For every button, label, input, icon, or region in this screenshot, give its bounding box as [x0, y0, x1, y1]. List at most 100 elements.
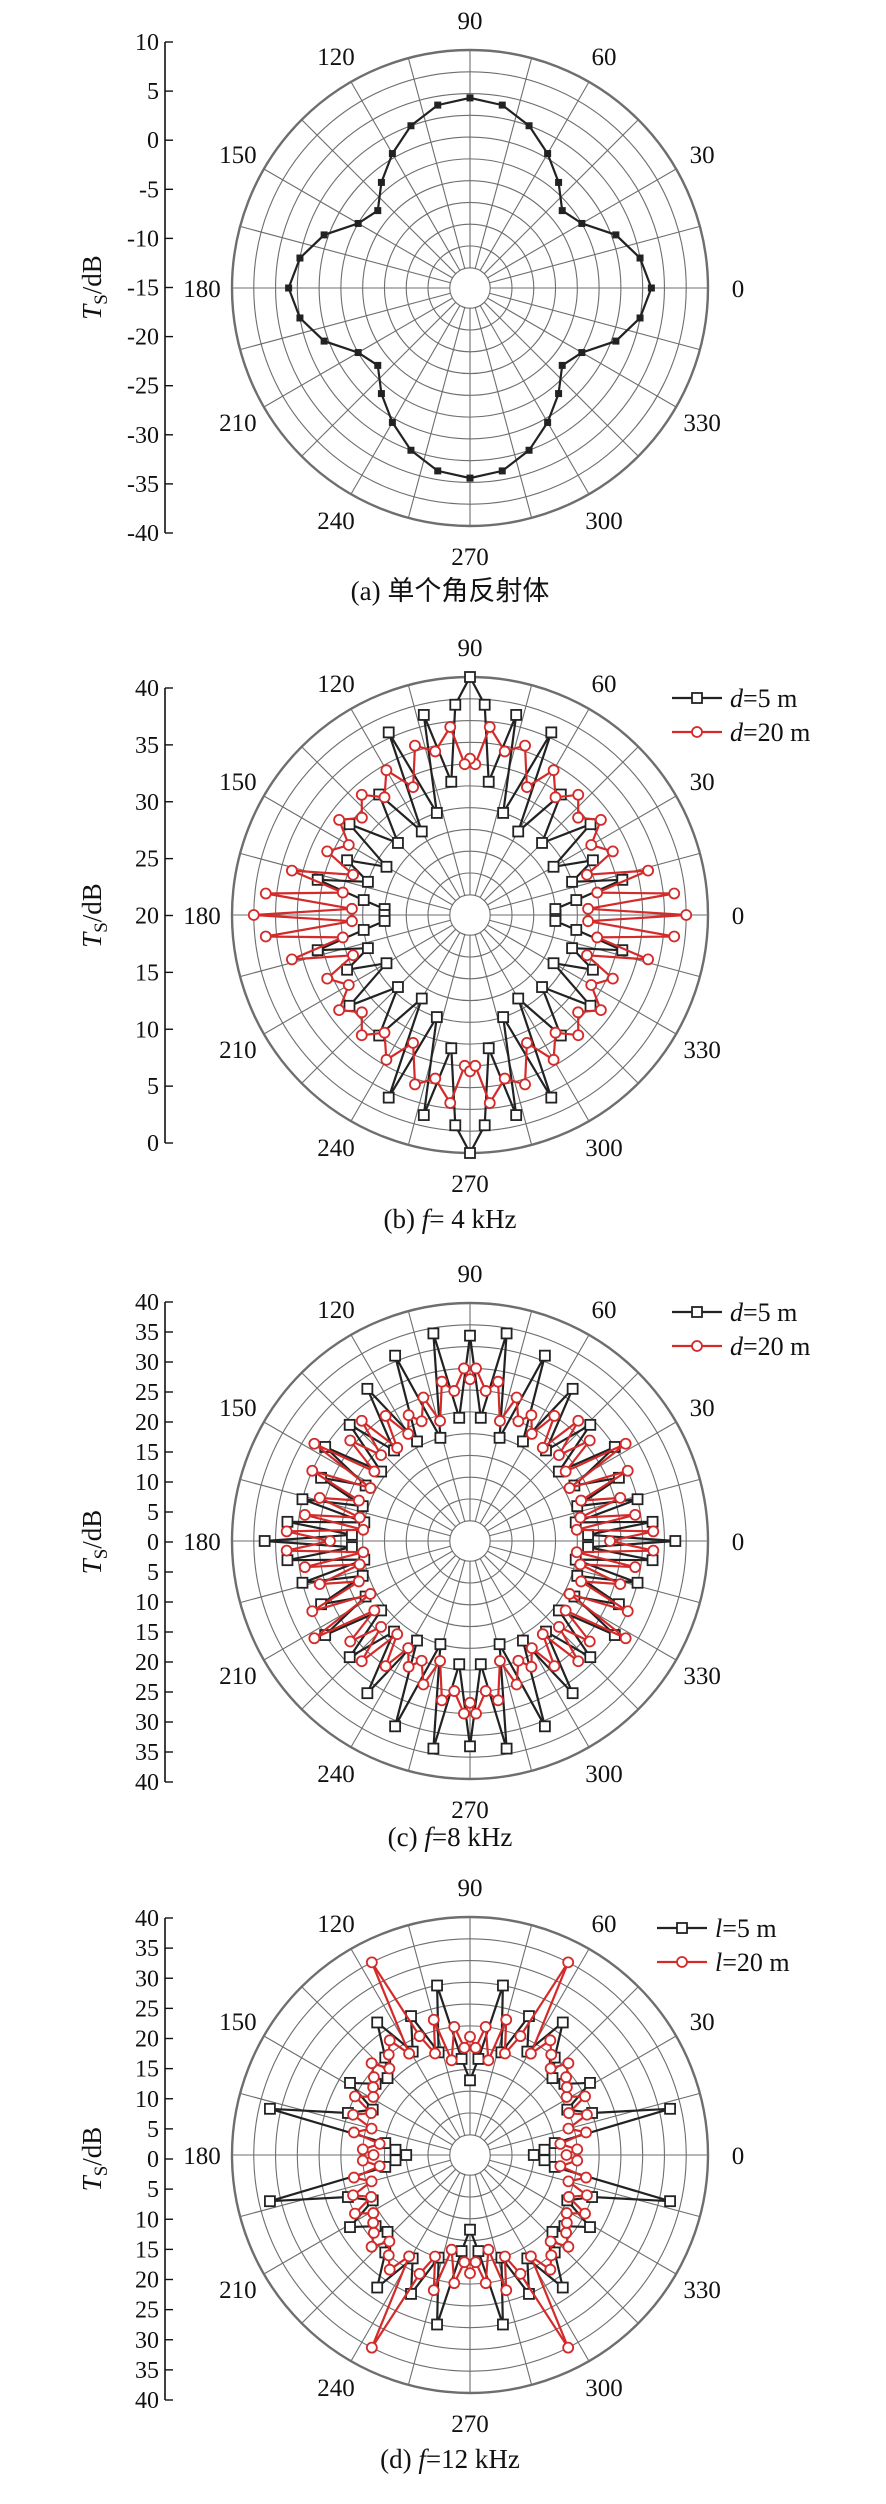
grid-spoke [487, 1550, 677, 1661]
data-point [429, 2047, 441, 2060]
data-point [306, 1464, 319, 1477]
legend-marker [691, 692, 703, 704]
data-point [581, 2108, 593, 2121]
data-point [497, 1979, 509, 1992]
data-point [285, 284, 293, 292]
data-point [547, 1053, 560, 1066]
data-point [647, 1544, 660, 1557]
data-point [680, 909, 693, 921]
data-point [664, 2195, 676, 2208]
data-point [336, 886, 349, 899]
data-point [517, 1435, 529, 1448]
data-point [525, 1660, 538, 1673]
data-point [348, 2126, 360, 2139]
data-point [403, 2250, 416, 2263]
data-point [321, 845, 334, 858]
data-point [380, 764, 393, 777]
data-point [333, 1004, 346, 1016]
data-point [264, 2102, 276, 2115]
data-point [512, 1415, 525, 1428]
data-point [298, 1508, 311, 1521]
data-point [247, 909, 260, 921]
grid-spoke [483, 746, 639, 902]
data-point [536, 981, 548, 993]
data-point [455, 2053, 468, 2065]
data-point [562, 2175, 575, 2188]
data-point [549, 791, 562, 804]
legend-label: d=20 m [730, 1332, 810, 1361]
data-point [388, 418, 396, 426]
data-point [566, 875, 578, 888]
data-point [512, 825, 525, 838]
data-point [453, 1658, 466, 1671]
data-point [407, 781, 419, 794]
data-point [429, 2250, 441, 2263]
data-point [562, 1956, 575, 1969]
data-point [346, 1541, 358, 1554]
grid-spoke [474, 684, 533, 896]
data-point [646, 1515, 659, 1528]
data-point [510, 709, 523, 721]
data-point [545, 726, 558, 739]
grid-spoke [489, 292, 701, 351]
data-point [448, 1385, 461, 1397]
data-point [458, 1707, 470, 1720]
data-point [434, 1655, 446, 1667]
radial-tick-label: 15 [135, 1440, 159, 1466]
legend-label: d=5 m [730, 684, 797, 713]
data-point [449, 1119, 462, 1132]
data-point [407, 122, 415, 130]
grid-ring [449, 267, 491, 309]
grid-spoke [239, 2092, 451, 2151]
grid-spoke [407, 307, 466, 519]
data-point [417, 1391, 430, 1404]
data-point [612, 337, 620, 345]
data-point [411, 1634, 423, 1647]
data-point [669, 1535, 682, 1547]
radial-tick-label: 25 [135, 1680, 159, 1706]
angle-label: 330 [683, 1037, 721, 1064]
angle-label: 60 [592, 671, 617, 698]
data-point [417, 1109, 430, 1121]
data-point [367, 2216, 380, 2229]
radial-tick-label: 35 [135, 733, 159, 759]
data-point [594, 1004, 607, 1016]
data-point [458, 2256, 471, 2269]
data-point [572, 811, 584, 824]
data-point [524, 2250, 537, 2263]
data-point [585, 979, 598, 991]
data-point [553, 1449, 565, 1461]
data-point [566, 942, 578, 955]
data-point [341, 854, 353, 867]
data-point [367, 2226, 380, 2239]
data-point [391, 1441, 404, 1454]
data-point [514, 2030, 527, 2043]
data-point [571, 2154, 584, 2167]
data-point [464, 1373, 476, 1386]
data-point [347, 2108, 359, 2121]
data-point [580, 2126, 592, 2139]
angle-label: 30 [690, 769, 715, 796]
data-point [356, 811, 368, 824]
grid-ring [449, 1520, 491, 1562]
data-point [521, 1036, 533, 1049]
data-point [636, 254, 644, 262]
legend-marker [691, 1306, 703, 1318]
data-point [430, 807, 443, 819]
data-point [536, 1628, 549, 1641]
data-point [429, 745, 442, 758]
radial-tick-label: 30 [135, 1966, 159, 1992]
legend-marker [691, 726, 703, 738]
grid-spoke [479, 81, 590, 271]
radial-tick-label: 0 [147, 2147, 159, 2173]
radial-tick-label: 30 [135, 1710, 159, 1736]
data-point [313, 1578, 326, 1590]
data-point [464, 1329, 476, 1342]
data-point [538, 2154, 551, 2167]
data-point [321, 972, 334, 985]
grid-spoke [489, 1478, 701, 1537]
data-point [559, 1604, 572, 1617]
data-point [357, 1523, 370, 1536]
data-point [582, 915, 594, 928]
data-point [353, 1494, 365, 1507]
